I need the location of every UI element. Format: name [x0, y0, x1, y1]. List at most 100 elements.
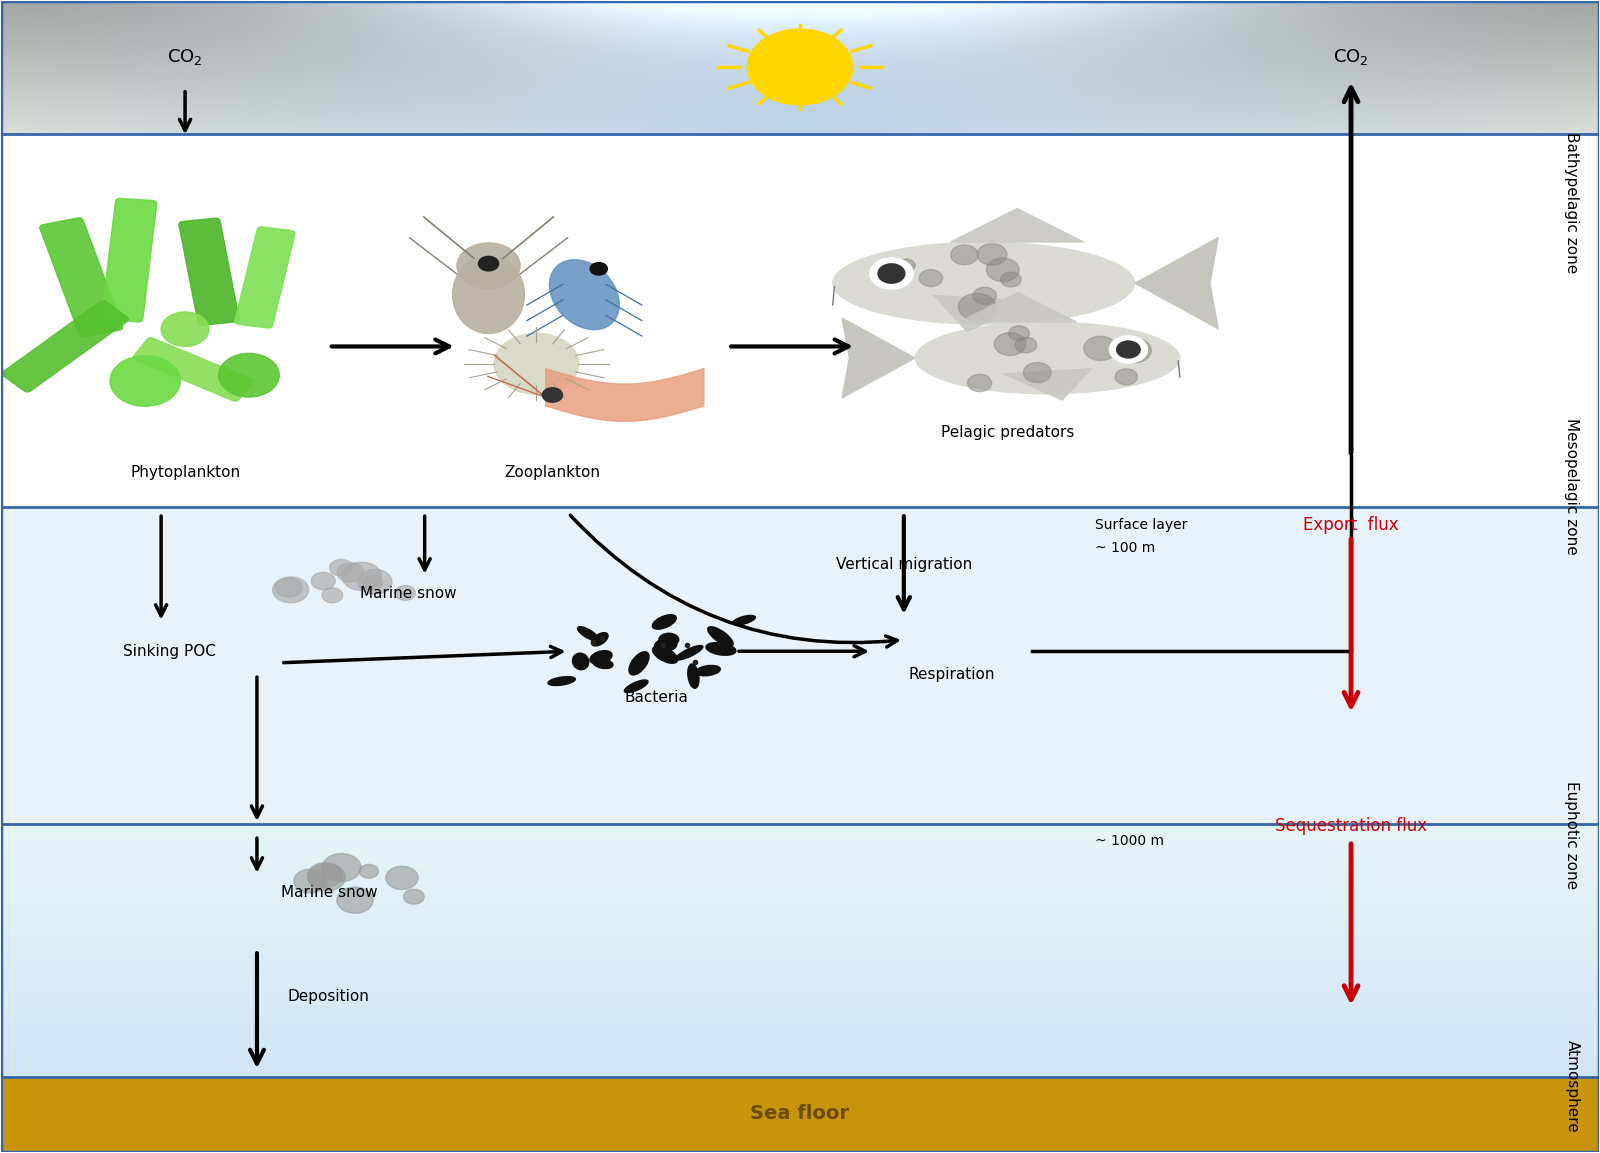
- FancyBboxPatch shape: [133, 338, 253, 401]
- Circle shape: [1115, 369, 1138, 385]
- Circle shape: [307, 864, 346, 891]
- Ellipse shape: [453, 256, 525, 333]
- Ellipse shape: [590, 650, 613, 664]
- Circle shape: [747, 29, 853, 105]
- Circle shape: [357, 570, 392, 594]
- Text: Zooplankton: Zooplankton: [504, 466, 600, 481]
- Text: Deposition: Deposition: [288, 989, 370, 1004]
- Polygon shape: [960, 293, 1077, 322]
- Text: Phytoplankton: Phytoplankton: [130, 466, 240, 481]
- Circle shape: [878, 264, 906, 284]
- Text: CO$_2$: CO$_2$: [1333, 46, 1370, 67]
- Circle shape: [395, 586, 416, 601]
- Ellipse shape: [915, 322, 1179, 394]
- Circle shape: [968, 375, 992, 392]
- Circle shape: [542, 387, 563, 402]
- Circle shape: [219, 353, 280, 397]
- Circle shape: [1014, 337, 1037, 353]
- Ellipse shape: [578, 627, 598, 641]
- Polygon shape: [1003, 369, 1091, 400]
- Polygon shape: [842, 318, 915, 398]
- Text: ~ 1000 m: ~ 1000 m: [1096, 834, 1165, 849]
- Bar: [2, 1077, 1598, 1152]
- Text: Marine snow: Marine snow: [280, 886, 378, 900]
- Circle shape: [386, 866, 418, 889]
- Ellipse shape: [696, 665, 720, 676]
- Circle shape: [918, 270, 942, 286]
- Circle shape: [312, 572, 336, 589]
- Circle shape: [1008, 326, 1029, 341]
- Ellipse shape: [654, 639, 677, 651]
- Circle shape: [898, 259, 915, 272]
- Ellipse shape: [629, 651, 650, 675]
- Circle shape: [342, 563, 381, 590]
- Polygon shape: [1134, 238, 1219, 329]
- Circle shape: [403, 889, 424, 904]
- Circle shape: [950, 244, 978, 265]
- Circle shape: [1117, 338, 1152, 363]
- Circle shape: [958, 293, 997, 321]
- Circle shape: [1109, 336, 1147, 363]
- Circle shape: [590, 263, 608, 276]
- Polygon shape: [933, 295, 1034, 332]
- Circle shape: [110, 355, 181, 406]
- FancyBboxPatch shape: [101, 198, 157, 322]
- Circle shape: [994, 333, 1026, 355]
- Circle shape: [1083, 337, 1117, 361]
- Circle shape: [294, 869, 326, 892]
- Circle shape: [275, 578, 302, 597]
- Polygon shape: [950, 209, 1085, 242]
- Ellipse shape: [592, 633, 608, 646]
- Ellipse shape: [706, 642, 736, 655]
- Ellipse shape: [832, 242, 1134, 324]
- Text: Respiration: Respiration: [909, 666, 995, 681]
- Ellipse shape: [653, 615, 677, 630]
- Circle shape: [330, 559, 352, 576]
- Text: ~ 100 m: ~ 100 m: [1096, 541, 1155, 555]
- Circle shape: [973, 287, 997, 304]
- Text: Pelagic predators: Pelagic predators: [941, 425, 1074, 440]
- Text: Bacteria: Bacteria: [624, 689, 688, 704]
- Text: Bathypelagic zone: Bathypelagic zone: [1565, 133, 1579, 273]
- Circle shape: [458, 243, 520, 288]
- Ellipse shape: [594, 658, 613, 669]
- Circle shape: [1117, 341, 1141, 357]
- Circle shape: [1024, 362, 1051, 383]
- Circle shape: [987, 258, 1019, 281]
- Circle shape: [360, 865, 379, 879]
- Ellipse shape: [549, 259, 619, 330]
- Text: Atmosphere: Atmosphere: [1565, 1040, 1579, 1132]
- Ellipse shape: [624, 680, 648, 693]
- Circle shape: [363, 575, 382, 590]
- Text: Euphotic zone: Euphotic zone: [1565, 782, 1579, 889]
- Ellipse shape: [675, 646, 702, 660]
- Text: Sea floor: Sea floor: [750, 1105, 850, 1123]
- FancyBboxPatch shape: [2, 301, 128, 392]
- Circle shape: [272, 576, 309, 603]
- Ellipse shape: [688, 664, 699, 688]
- Circle shape: [162, 312, 210, 346]
- Text: Sinking POC: Sinking POC: [123, 643, 216, 658]
- Circle shape: [978, 243, 1006, 265]
- Text: Mesopelagic zone: Mesopelagic zone: [1565, 419, 1579, 555]
- Circle shape: [322, 588, 342, 603]
- Circle shape: [1000, 272, 1021, 287]
- Bar: [2, 507, 1598, 823]
- FancyBboxPatch shape: [40, 218, 123, 337]
- Ellipse shape: [733, 616, 755, 625]
- Circle shape: [307, 862, 342, 888]
- FancyBboxPatch shape: [235, 227, 294, 329]
- Ellipse shape: [653, 646, 678, 663]
- Text: Surface layer: Surface layer: [1096, 518, 1187, 532]
- Circle shape: [338, 563, 363, 582]
- Ellipse shape: [707, 627, 733, 646]
- Text: Export  flux: Export flux: [1304, 515, 1398, 534]
- Text: Sequestration flux: Sequestration flux: [1275, 817, 1427, 835]
- Circle shape: [870, 258, 914, 289]
- Circle shape: [494, 333, 579, 394]
- FancyBboxPatch shape: [179, 218, 238, 325]
- Text: CO$_2$: CO$_2$: [168, 46, 203, 67]
- Circle shape: [478, 256, 499, 271]
- Circle shape: [322, 853, 362, 882]
- Ellipse shape: [547, 677, 576, 686]
